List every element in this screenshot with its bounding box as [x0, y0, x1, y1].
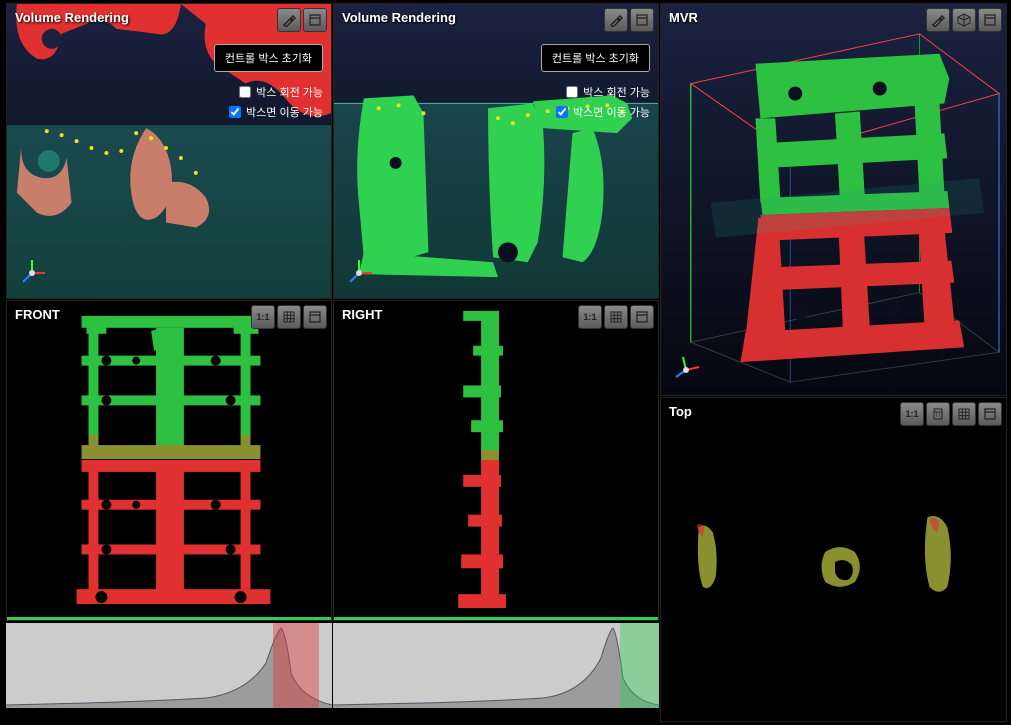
axis-gizmo-icon: [671, 355, 701, 385]
viewport-toolbar: 1:1: [900, 402, 1002, 426]
move-checkbox[interactable]: [229, 106, 241, 118]
brush-icon[interactable]: [604, 8, 628, 32]
viewport-title: MVR: [669, 10, 698, 25]
fit-icon[interactable]: 1:1: [578, 305, 602, 329]
move-checkbox[interactable]: [556, 106, 568, 118]
viewport-toolbar: [926, 8, 1002, 32]
render-canvas: [661, 4, 1006, 395]
control-panel: 컨트롤 박스 초기화 박스 회전 가능 박스면 이동 가능: [214, 44, 323, 120]
rotate-label: 박스 회전 가능: [583, 84, 650, 100]
viewport-right[interactable]: RIGHT 1:1: [333, 300, 659, 621]
grid-icon[interactable]: [952, 402, 976, 426]
histogram-left[interactable]: [3679]: [6, 623, 332, 708]
fit-icon[interactable]: 1:1: [900, 402, 924, 426]
brush-icon[interactable]: [277, 8, 301, 32]
histogram-region[interactable]: [273, 623, 319, 708]
maximize-icon[interactable]: [303, 8, 327, 32]
viewport-top[interactable]: Top 1:1: [660, 397, 1007, 722]
grid-icon[interactable]: [277, 305, 301, 329]
viewport-mvr[interactable]: MVR: [660, 3, 1007, 396]
move-label: 박스면 이동 가능: [573, 104, 650, 120]
checkbox-row-rotate: 박스 회전 가능: [541, 84, 650, 100]
viewport-title: FRONT: [15, 307, 60, 322]
render-canvas: [334, 301, 658, 620]
histogram-region[interactable]: [620, 623, 659, 708]
rotate-label: 박스 회전 가능: [256, 84, 323, 100]
maximize-icon[interactable]: [978, 402, 1002, 426]
reset-box-button[interactable]: 컨트롤 박스 초기화: [541, 44, 650, 72]
calc-icon[interactable]: [926, 402, 950, 426]
histogram-right[interactable]: [3664]: [333, 623, 659, 708]
viewport-volume-2[interactable]: Volume Rendering 컨트롤 박스 초기화 박스 회전 가능 박스면…: [333, 3, 659, 299]
render-canvas: [7, 301, 331, 620]
viewport-front[interactable]: FRONT 1:1: [6, 300, 332, 621]
axis-gizmo-icon: [344, 258, 374, 288]
rotate-checkbox[interactable]: [239, 86, 251, 98]
maximize-icon[interactable]: [630, 305, 654, 329]
viewport-title: Volume Rendering: [15, 10, 129, 25]
fit-icon[interactable]: 1:1: [251, 305, 275, 329]
reset-box-button[interactable]: 컨트롤 박스 초기화: [214, 44, 323, 72]
cube-icon[interactable]: [952, 8, 976, 32]
render-canvas: [661, 398, 1006, 721]
rotate-checkbox[interactable]: [566, 86, 578, 98]
checkbox-row-move: 박스면 이동 가능: [541, 104, 650, 120]
viewport-toolbar: 1:1: [251, 305, 327, 329]
maximize-icon[interactable]: [303, 305, 327, 329]
control-panel: 컨트롤 박스 초기화 박스 회전 가능 박스면 이동 가능: [541, 44, 650, 120]
histogram-curve: [333, 623, 659, 708]
brush-icon[interactable]: [926, 8, 950, 32]
axis-gizmo-icon: [17, 258, 47, 288]
viewport-toolbar: 1:1: [578, 305, 654, 329]
move-label: 박스면 이동 가능: [246, 104, 323, 120]
checkbox-row-rotate: 박스 회전 가능: [214, 84, 323, 100]
maximize-icon[interactable]: [978, 8, 1002, 32]
grid-icon[interactable]: [604, 305, 628, 329]
maximize-icon[interactable]: [630, 8, 654, 32]
viewport-title: RIGHT: [342, 307, 382, 322]
checkbox-row-move: 박스면 이동 가능: [214, 104, 323, 120]
viewport-toolbar: [277, 8, 327, 32]
viewport-toolbar: [604, 8, 654, 32]
viewport-title: Volume Rendering: [342, 10, 456, 25]
viewport-title: Top: [669, 404, 692, 419]
viewport-volume-1[interactable]: Volume Rendering 컨트롤 박스 초기화 박스 회전 가능 박스면…: [6, 3, 332, 299]
